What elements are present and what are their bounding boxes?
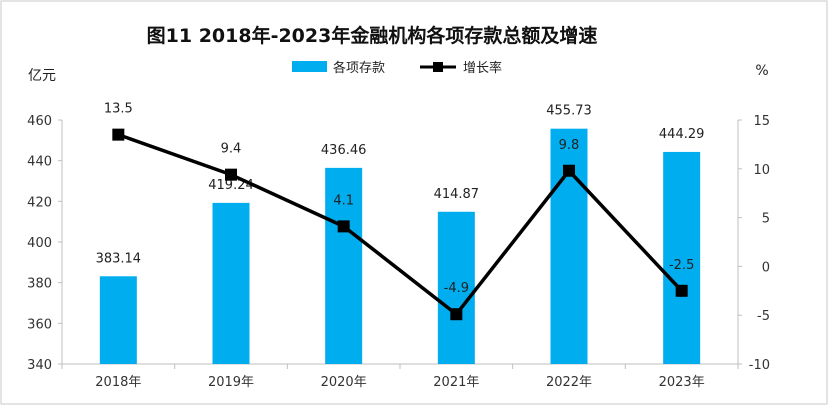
legend-swatch-marker: [433, 62, 443, 72]
legend: 各项存款 增长率: [292, 60, 502, 76]
right-tick-label: 5: [762, 212, 770, 227]
right-axis-unit: %: [755, 63, 768, 79]
x-tick-label: 2019年: [208, 375, 254, 390]
right-tick-label: 15: [753, 114, 770, 129]
plot-area: 340 360 380 400 420 440 460 -10 -5 0 5 10 15 2018年 201…: [27, 102, 770, 390]
growth-line: [117, 132, 683, 316]
bar: [212, 202, 250, 364]
line-marker: [112, 128, 125, 141]
left-tick-label: 380: [27, 277, 52, 292]
right-tick-label: -10: [749, 358, 770, 373]
left-tick-label: 420: [27, 195, 52, 210]
left-axis-unit: 亿元: [28, 68, 56, 84]
line-data-label: -2.5: [669, 258, 694, 273]
left-tick-label: 440: [27, 155, 52, 170]
bar: [325, 167, 363, 364]
line-data-label: 13.5: [104, 102, 133, 117]
legend-label-bar: 各项存款: [333, 60, 385, 76]
left-tick-label: 400: [27, 236, 52, 251]
bar-data-label: 383.14: [96, 251, 142, 266]
x-tick-label: 2023年: [659, 375, 705, 390]
bar: [663, 151, 701, 364]
x-tick-label: 2020年: [321, 375, 367, 390]
right-tick-label: -5: [757, 309, 770, 324]
bar-data-label: 444.29: [659, 127, 705, 142]
line-data-label: 9.4: [221, 142, 242, 157]
x-tick-label: 2018年: [95, 375, 141, 390]
chart-title: 图11 2018年-2023年金融机构各项存款总额及增速: [147, 24, 598, 47]
line-marker: [450, 308, 463, 321]
bar-data-label: 436.46: [321, 143, 367, 158]
line-marker: [337, 220, 350, 233]
legend-label-line: 增长率: [463, 60, 502, 76]
line-marker: [563, 164, 575, 177]
bar: [550, 128, 588, 364]
right-tick-label: 10: [753, 163, 770, 178]
x-tick-label: 2022年: [546, 375, 592, 390]
bar: [99, 276, 137, 364]
legend-swatch-bar: [292, 61, 327, 72]
line-data-label: 4.1: [333, 193, 354, 208]
line-data-label: 9.8: [559, 138, 580, 153]
right-tick-label: 0: [762, 260, 770, 275]
line-data-label: -4.9: [444, 281, 469, 296]
bar: [437, 211, 475, 364]
line-marker: [225, 168, 237, 181]
bar-data-label: 455.73: [546, 104, 592, 119]
left-tick-label: 460: [27, 114, 52, 129]
line-marker: [675, 284, 688, 297]
bar-data-label: 414.87: [434, 187, 480, 202]
x-tick-label: 2021年: [433, 375, 479, 390]
left-tick-label: 360: [27, 317, 52, 332]
left-tick-label: 340: [27, 358, 52, 373]
